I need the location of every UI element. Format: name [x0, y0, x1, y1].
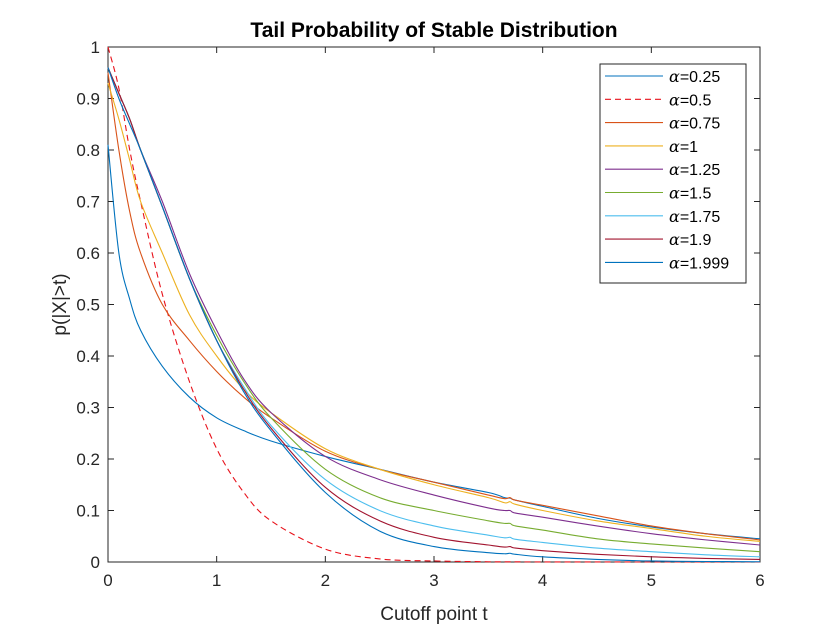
x-axis-label: Cutoff point t — [380, 604, 488, 625]
legend-label: α=0.75 — [669, 114, 720, 133]
legend-label: α=1.999 — [669, 253, 729, 272]
legend-value: =1.9 — [680, 232, 712, 249]
y-axis-label: p(|X|>t) — [50, 273, 71, 335]
y-tick-label: 0.9 — [76, 90, 100, 109]
legend-label: α=1 — [669, 137, 698, 156]
legend-value: =1.999 — [680, 255, 729, 272]
y-tick-label: 0.1 — [76, 502, 100, 521]
legend-alpha-symbol: α — [669, 207, 680, 226]
x-tick-label: 4 — [538, 571, 547, 590]
x-tick-label: 2 — [321, 571, 330, 590]
series-line — [107, 67, 761, 563]
legend-alpha-symbol: α — [669, 253, 680, 272]
legend-value: =0.75 — [680, 116, 721, 133]
legend-label: α=1.75 — [669, 207, 720, 226]
y-tick-label: 0.8 — [76, 141, 100, 160]
legend-label: α=1.5 — [669, 184, 712, 203]
legend: α=0.25α=0.5α=0.75α=1α=1.25α=1.5α=1.75α=1… — [599, 63, 747, 284]
x-tick-label: 6 — [755, 571, 764, 590]
legend-label: α=1.9 — [669, 230, 712, 249]
legend-alpha-symbol: α — [669, 114, 680, 133]
x-tick-label: 0 — [103, 571, 112, 590]
x-tick-label: 3 — [429, 571, 438, 590]
legend-value: =0.25 — [680, 69, 721, 86]
y-tick-label: 0 — [91, 553, 100, 572]
y-tick-label: 0.6 — [76, 244, 100, 263]
legend-value: =1 — [680, 139, 698, 156]
legend-value: =1.75 — [680, 209, 721, 226]
axis-ticks: 0 1 2 3 4 5 6 0 0.1 0.2 0.3 0.4 0.5 0.6 0.7 0.8 0.9 1 — [76, 38, 764, 590]
legend-alpha-symbol: α — [669, 160, 680, 179]
y-tick-label: 0.2 — [76, 450, 100, 469]
y-tick-label: 1 — [91, 38, 100, 57]
chart-title: Tail Probability of Stable Distribution — [250, 19, 617, 42]
series-lines — [107, 46, 761, 563]
legend-label: α=0.25 — [669, 67, 720, 86]
series-line — [107, 82, 761, 542]
y-tick-label: 0.7 — [76, 193, 100, 212]
legend-value: =1.5 — [680, 186, 712, 203]
legend-value: =0.5 — [680, 92, 712, 109]
legend-label: α=0.5 — [669, 90, 712, 109]
series-line — [107, 46, 760, 563]
legend-alpha-symbol: α — [669, 90, 680, 109]
x-tick-label: 5 — [647, 571, 656, 590]
y-tick-label: 0.5 — [76, 296, 100, 315]
legend-value: =1.25 — [680, 162, 721, 179]
x-tick-label: 1 — [212, 571, 221, 590]
y-tick-label: 0.4 — [76, 347, 100, 366]
legend-alpha-symbol: α — [669, 137, 680, 156]
legend-label: α=1.25 — [669, 160, 720, 179]
legend-alpha-symbol: α — [669, 230, 680, 249]
legend-alpha-symbol: α — [669, 184, 680, 203]
legend-box — [599, 63, 747, 284]
legend-alpha-symbol: α — [669, 67, 680, 86]
y-tick-label: 0.3 — [76, 399, 100, 418]
